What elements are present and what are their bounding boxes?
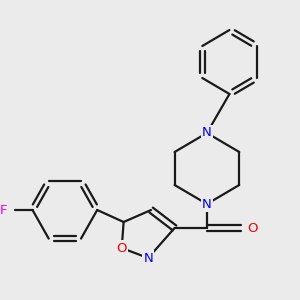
Text: N: N (143, 251, 153, 265)
Text: O: O (116, 242, 127, 254)
Text: N: N (202, 127, 212, 140)
Text: O: O (248, 221, 258, 235)
Text: F: F (0, 203, 7, 217)
Text: N: N (202, 197, 212, 211)
